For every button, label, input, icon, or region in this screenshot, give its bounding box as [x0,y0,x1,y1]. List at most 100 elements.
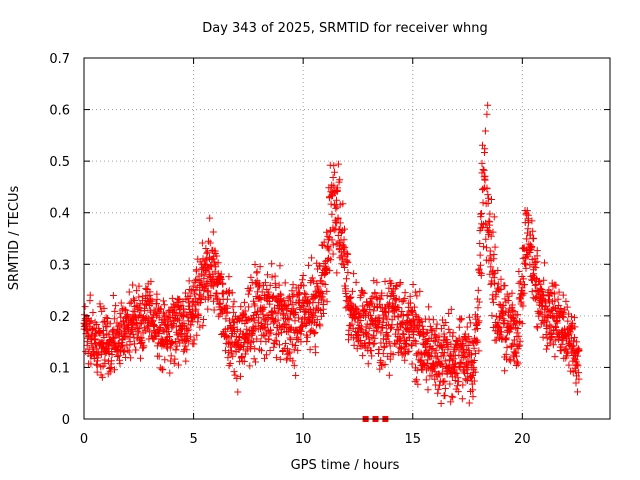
data-point [523,235,531,243]
data-point [261,279,269,287]
data-point [485,217,493,225]
data-point [184,338,192,346]
data-point [373,278,381,286]
data-point [466,319,474,327]
data-point [455,323,463,331]
data-point [366,311,374,319]
data-point [271,279,279,287]
data-point [465,347,473,355]
data-point [144,325,152,333]
data-point [236,372,244,380]
data-point [250,355,258,363]
data-point [100,304,108,312]
data-point [343,249,351,257]
data-point [406,299,414,307]
data-point [311,329,319,337]
data-point [514,360,522,368]
data-point [185,326,193,334]
data-point [126,299,134,307]
data-point [333,186,341,194]
data-points [80,101,583,422]
data-point [185,299,193,307]
data-point [324,242,332,250]
data-point [398,308,406,316]
data-point [505,308,513,316]
data-point [252,358,260,366]
data-point [135,304,143,312]
data-point [245,303,253,311]
data-point [277,329,285,337]
data-point [261,324,269,332]
data-point [412,340,420,348]
data-point [292,308,300,316]
data-point [350,270,358,278]
data-point [147,295,155,303]
data-point [233,374,241,382]
data-point [475,317,483,325]
data-point [310,330,318,338]
data-point [520,289,528,297]
data-point [533,247,541,255]
data-point [121,347,129,355]
data-point [159,297,167,305]
data-point [313,304,321,312]
data-point [93,345,101,353]
data-point [507,325,515,333]
data-point [385,284,393,292]
data-point [370,307,378,315]
data-point [247,273,255,281]
data-point [376,365,384,373]
data-point [280,296,288,304]
data-point [458,358,466,366]
data-point [398,351,406,359]
data-point [87,331,95,339]
data-point [292,341,300,349]
data-point [132,346,140,354]
data-point [166,333,174,341]
data-point [467,357,475,365]
data-point [399,330,407,338]
data-point [227,347,235,355]
data-point [408,308,416,316]
data-point [406,292,414,300]
data-point [105,331,113,339]
data-point [266,300,274,308]
data-point [283,306,291,314]
data-point [520,259,528,267]
data-point [513,329,521,337]
data-point [340,248,348,256]
data-point [513,352,521,360]
data-point [330,168,338,176]
data-point [489,298,497,306]
data-point [420,361,428,369]
data-point [418,317,426,325]
data-point [253,268,261,276]
data-point [519,275,527,283]
data-point [356,325,364,333]
data-point [352,328,360,336]
data-point [475,298,483,306]
data-point [481,127,489,135]
data-point [459,381,467,389]
data-point [239,343,247,351]
data-point [322,262,330,270]
data-point [264,271,272,279]
data-point [401,295,409,303]
data-point [546,299,554,307]
data-point [319,305,327,313]
data-point [206,239,214,247]
data-point [310,312,318,320]
data-point [517,298,525,306]
data-point [135,293,143,301]
data-point [508,289,516,297]
data-point [362,323,370,331]
data-point [328,210,336,218]
data-point [262,351,270,359]
data-point [275,330,283,338]
data-point [386,325,394,333]
data-point [207,291,215,299]
data-point [230,298,238,306]
data-point [370,339,378,347]
data-point [329,241,337,249]
data-point [458,395,466,403]
